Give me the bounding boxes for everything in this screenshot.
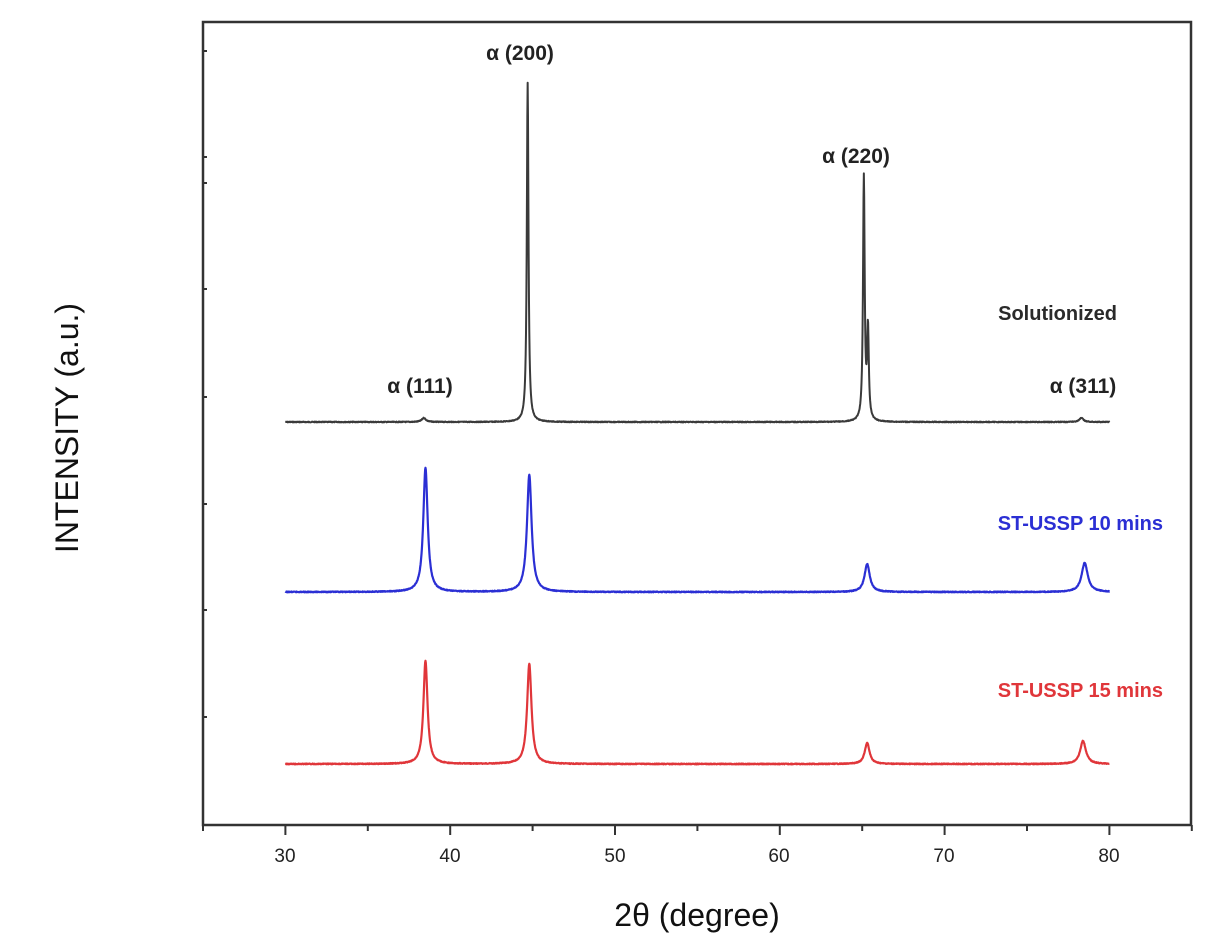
x-tick-label-80: 80 (1098, 846, 1119, 867)
x-tick-label-40: 40 (439, 846, 460, 867)
x-tick-label-70: 70 (933, 846, 954, 867)
x-axis-tick-labels: 30 40 50 60 70 80 (274, 846, 1119, 867)
series-label-st-ussp-15-mins: ST-USSP 15 mins (998, 680, 1163, 702)
series-label-st-ussp-10-mins: ST-USSP 10 mins (998, 513, 1163, 535)
x-tick-label-50: 50 (604, 846, 625, 867)
x-axis-ticks (202, 825, 1193, 835)
plot-frame (201, 20, 1193, 827)
y-axis-ticks (203, 50, 207, 718)
series-label-solutionized: Solutionized (998, 303, 1117, 325)
trace-st-ussp-15-mins (284, 659, 1111, 766)
annotation-alpha-220: α (220) (822, 145, 890, 168)
y-axis-title: INTENSITY (a.u.) (49, 303, 85, 553)
annotation-alpha-111: α (111) (387, 375, 452, 398)
x-tick-label-60: 60 (768, 846, 789, 867)
x-tick-label-30: 30 (274, 846, 295, 867)
trace-st-ussp-10-mins (284, 466, 1111, 594)
x-axis-title: 2θ (degree) (614, 897, 779, 933)
annotation-alpha-311: α (311) (1050, 375, 1117, 398)
annotation-alpha-200: α (200) (486, 42, 554, 65)
trace-solutionized (284, 81, 1111, 424)
